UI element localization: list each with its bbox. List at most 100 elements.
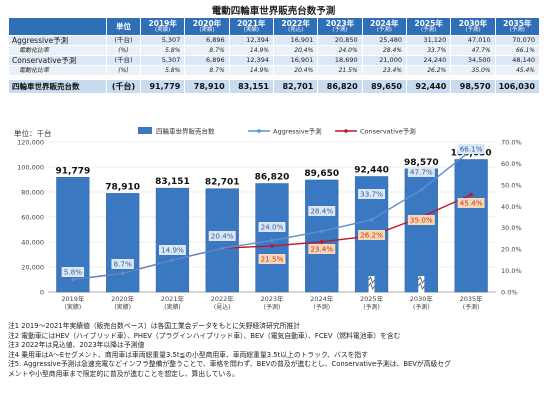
chart-unit-label: 単位：千台 bbox=[14, 129, 52, 138]
aggressive-point bbox=[270, 238, 274, 243]
aggressive-point bbox=[220, 246, 225, 251]
x-tick-label: 2022年 bbox=[211, 294, 235, 303]
aggressive-point bbox=[120, 271, 125, 276]
aggressive-label-box bbox=[308, 206, 336, 216]
aggressive-unit: (千台) bbox=[106, 35, 141, 46]
table-cell: 5,307 bbox=[139, 35, 186, 46]
aggressive-label-box bbox=[457, 144, 485, 154]
aggressive-data-label: 24.0% bbox=[261, 223, 284, 232]
conservative-data-label: 45.4% bbox=[460, 199, 483, 208]
axis-break-mark bbox=[418, 282, 425, 290]
conservative-row: Conservative予測 (千台) 5,307 6,896 12,394 1… bbox=[8, 55, 541, 66]
x-tick-label: 2019年 bbox=[61, 294, 85, 303]
y-left-tick-label: 80,000 bbox=[21, 189, 44, 197]
aggressive-label-box bbox=[258, 222, 286, 232]
table-cell: 21,000 bbox=[361, 55, 407, 66]
x-tick-sublabel: (実績) bbox=[65, 303, 82, 311]
x-tick-sublabel: (実績) bbox=[114, 303, 131, 311]
y-right-tick-label: 40.0% bbox=[501, 203, 522, 211]
x-tick-sublabel: (実績) bbox=[164, 303, 181, 311]
x-tick-sublabel: (予測) bbox=[463, 303, 480, 311]
conservative-ratio-row: 電動化比率 (%) 5.8% 8.7% 14.9% 20.4% 21.5% 23… bbox=[8, 65, 541, 76]
aggressive-label-box bbox=[61, 267, 85, 277]
aggressive-ratio-unit: (%) bbox=[106, 45, 141, 56]
table-cell: 33.7% bbox=[405, 45, 452, 56]
aggressive-data-label: 66.1% bbox=[460, 145, 483, 154]
bar-value-label: 92,440 bbox=[354, 165, 389, 175]
aggressive-data-label: 47.7% bbox=[410, 168, 433, 177]
table-cell: 14.9% bbox=[228, 45, 274, 56]
table-header-year: 2023年 (予測) bbox=[317, 17, 363, 36]
page-title: 電動四輪車世界販売台数予測 bbox=[211, 6, 336, 17]
conservative-label-box bbox=[407, 215, 435, 225]
table-cell: 24.0% bbox=[317, 45, 363, 56]
aggressive-data-label: 14.9% bbox=[161, 246, 184, 255]
table-cell: 6,896 bbox=[184, 55, 230, 66]
legend-bar-swatch bbox=[138, 127, 152, 134]
axis-break-mark bbox=[368, 276, 375, 284]
aggressive-point bbox=[369, 217, 374, 222]
note-line: 注1 2019～2021年実績値（販売台数ベース）は各国工業会データをもとに矢野… bbox=[8, 322, 301, 330]
conservative-ratio-label: 電動化比率 bbox=[8, 65, 107, 76]
aggressive-ratio-row: 電動化比率 (%) 5.8% 8.7% 14.9% 20.4% 24.0% 28… bbox=[8, 45, 541, 56]
aggressive-data-label: 33.7% bbox=[360, 190, 383, 199]
bar bbox=[404, 168, 438, 293]
x-tick-sublabel: (予測) bbox=[363, 303, 380, 311]
note-line: 注5. Aggressive予測は急速充電などインフラ整備が整うことで、車格を問… bbox=[8, 360, 451, 369]
axis-break-mark bbox=[418, 276, 425, 284]
table-cell: 21.5% bbox=[317, 65, 363, 76]
table-cell: 47,010 bbox=[450, 35, 496, 46]
conservative-ratio-unit: (%) bbox=[106, 65, 141, 76]
x-tick-label: 2035年 bbox=[460, 294, 484, 303]
table-cell: 28.4% bbox=[361, 45, 407, 56]
y-left-tick-label: 120,000 bbox=[17, 139, 44, 147]
aggressive-label-box bbox=[358, 189, 386, 199]
bar-value-label: 89,650 bbox=[304, 169, 339, 179]
y-right-tick-label: 70.0% bbox=[501, 139, 522, 147]
table-cell: 6,896 bbox=[184, 35, 230, 46]
x-tick-sublabel: (予測) bbox=[313, 303, 330, 311]
forecast-table: 単位 2019年 (実績) 2020年 (実績) 2021年 (実績) 2022年 (見… bbox=[8, 17, 541, 94]
conservative-label-box bbox=[358, 230, 386, 240]
conservative-label: Conservative予測 bbox=[8, 55, 107, 66]
legend-bar-label: 四輪車世界販売台数 bbox=[156, 127, 215, 136]
table-header-year: 2035年 (予測) bbox=[494, 17, 541, 36]
table-cell: 20,850 bbox=[317, 35, 363, 46]
x-tick-label: 2020年 bbox=[111, 294, 135, 303]
conservative-unit: (千台) bbox=[106, 55, 141, 66]
y-right-tick-label: 50.0% bbox=[501, 181, 522, 189]
y-left-tick-label: 0 bbox=[40, 289, 44, 297]
note-line: 注3 2022年は見込値、2023年以降は予測値 bbox=[8, 341, 145, 350]
sales-chart: 0 20,000 40,000 60,000 80,000 100,000 120,000 0… bbox=[17, 127, 522, 312]
conservative-label-box bbox=[308, 244, 336, 254]
table-cell: 82,701 bbox=[272, 79, 319, 94]
aggressive-ratio-label: 電動化比率 bbox=[8, 45, 107, 56]
legend-conservative-marker bbox=[344, 129, 348, 133]
table-cell: 5.8% bbox=[139, 65, 186, 76]
table-cell: 48,140 bbox=[494, 55, 541, 66]
x-tick-label: 2030年 bbox=[410, 294, 434, 303]
table-spacer bbox=[8, 75, 540, 80]
table-cell: 78,910 bbox=[184, 79, 230, 94]
table-header-year: 2022年 (見込) bbox=[272, 17, 319, 36]
y-right-tick-label: 30.0% bbox=[501, 224, 522, 232]
conservative-point bbox=[469, 192, 473, 197]
aggressive-row: Aggressive予測 (千台) 5,307 6,896 12,394 16,… bbox=[8, 35, 541, 46]
note-line: 注2 電動車にはHEV（ハイブリッド車）、PHEV（プラグインハイブリッド車）、… bbox=[8, 331, 401, 340]
conservative-label-box bbox=[457, 198, 485, 208]
bar bbox=[454, 159, 488, 293]
y-left-tick-label: 20,000 bbox=[21, 264, 44, 272]
axis-break-gap bbox=[418, 276, 425, 293]
table-header-year: 2025年 (予測) bbox=[405, 17, 452, 36]
table-cell: 106,030 bbox=[494, 79, 541, 94]
table-cell: 92,440 bbox=[405, 79, 452, 94]
aggressive-point bbox=[419, 187, 424, 192]
aggressive-data-label: 28.4% bbox=[310, 207, 333, 216]
table-header-blank bbox=[8, 17, 107, 36]
y-right-tick-label: 20.0% bbox=[501, 246, 522, 254]
aggressive-label: Aggressive予測 bbox=[8, 35, 107, 46]
x-tick-sublabel: (見込) bbox=[214, 303, 231, 311]
table-cell: 5,307 bbox=[139, 55, 186, 66]
bar-value-label: 86,820 bbox=[255, 172, 290, 182]
table-cell: 14.9% bbox=[228, 65, 274, 76]
